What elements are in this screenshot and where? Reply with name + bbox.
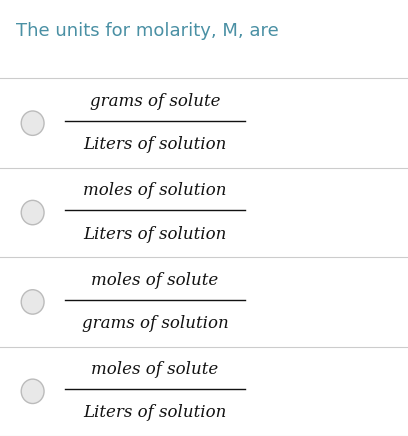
Text: Liters of solution: Liters of solution <box>83 405 227 421</box>
Text: moles of solute: moles of solute <box>91 272 219 289</box>
Text: moles of solution: moles of solution <box>83 183 227 200</box>
Circle shape <box>21 290 44 314</box>
Text: grams of solute: grams of solute <box>90 93 220 110</box>
Text: moles of solute: moles of solute <box>91 361 219 378</box>
Text: Liters of solution: Liters of solution <box>83 226 227 242</box>
Circle shape <box>21 111 44 136</box>
Text: Liters of solution: Liters of solution <box>83 136 227 153</box>
Circle shape <box>21 379 44 404</box>
Text: grams of solution: grams of solution <box>82 315 228 332</box>
Text: The units for molarity, M, are: The units for molarity, M, are <box>16 22 279 40</box>
Circle shape <box>21 201 44 225</box>
